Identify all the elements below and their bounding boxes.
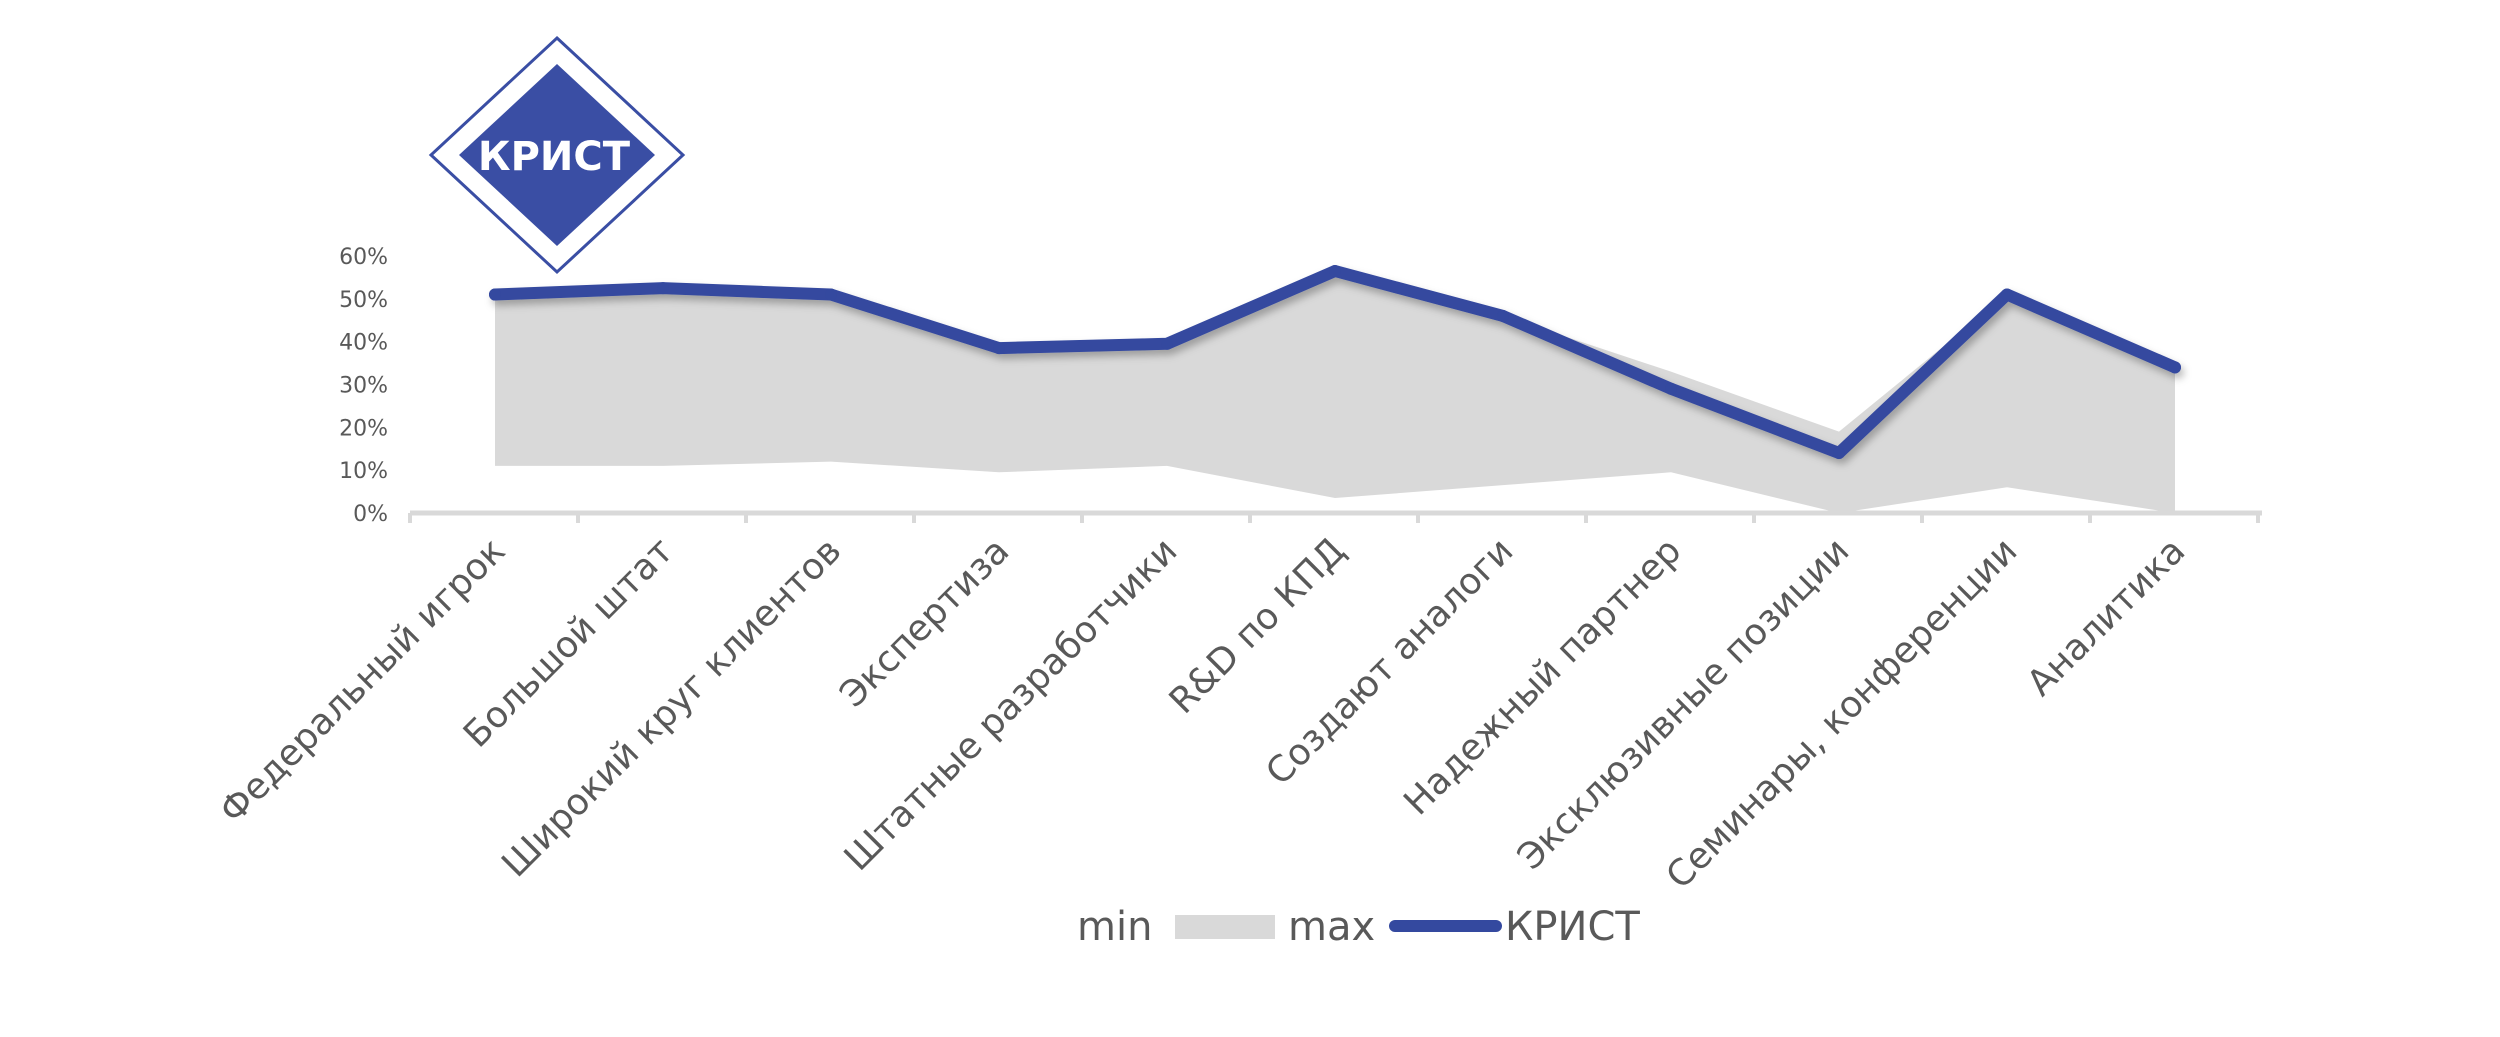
- legend-krist-label: КРИСТ: [1505, 904, 1640, 950]
- y-tick-label: 10%: [339, 459, 388, 484]
- krist-point: [993, 342, 1005, 355]
- krist-point: [657, 282, 669, 295]
- logo-inner-diamond: [459, 64, 655, 246]
- legend-max-swatch: [1175, 915, 1275, 939]
- krist-point: [825, 288, 837, 301]
- y-tick-label: 20%: [339, 416, 388, 441]
- krist-point: [1329, 264, 1341, 277]
- legend-max-label: max: [1288, 904, 1375, 950]
- krist-point: [1665, 382, 1677, 395]
- legend: min max КРИСТ: [1077, 904, 1640, 950]
- x-category-label: Широкий круг клиентов: [494, 530, 849, 885]
- y-tick-label: 0%: [353, 502, 388, 527]
- krist-point: [489, 288, 501, 301]
- krist-logo: КРИСТ: [428, 35, 686, 275]
- x-category-label: Федеральный игрок: [212, 530, 513, 831]
- band-area-min-max: [495, 273, 2175, 513]
- krist-point: [1161, 337, 1173, 350]
- x-category-label: Надежный партнер: [1396, 530, 1689, 823]
- krist-point: [2001, 288, 2013, 301]
- y-tick-label: 60%: [339, 245, 388, 270]
- x-category-label: Эксклюзивные позиции: [1510, 530, 1858, 878]
- x-category-label: Экспертиза: [832, 530, 1017, 715]
- x-category-label: Штатные разработчики: [837, 530, 1186, 879]
- krist-point: [1497, 309, 1509, 322]
- x-category-label: Семинары, конференции: [1659, 530, 2026, 897]
- y-tick-label: 30%: [339, 374, 388, 399]
- y-tick-label: 40%: [339, 331, 388, 356]
- legend-min-label: min: [1077, 904, 1152, 950]
- x-category-label: R&D по КПД: [1162, 530, 1354, 722]
- plot-area: 0%10%20%30%40%50%60%Федеральный игрокБол…: [212, 245, 2262, 897]
- x-category-label: Аналитика: [2020, 530, 2194, 704]
- logo-text: КРИСТ: [478, 134, 631, 180]
- krist-point: [1833, 447, 1845, 460]
- y-tick-label: 50%: [339, 288, 388, 313]
- krist-point: [2169, 361, 2181, 374]
